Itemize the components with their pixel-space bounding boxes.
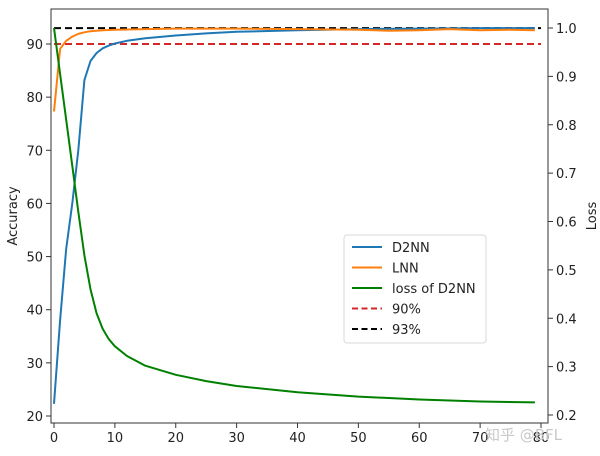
series-line-d2nn [53,27,535,404]
y-axis-left-label: Accuracy [6,186,21,246]
y-tick-label: 20 [26,410,43,425]
legend: D2NN LNN loss of D2NN 90% 93% [343,234,487,344]
x-axis-ticks: 0 10 20 30 40 50 60 70 80 [50,423,549,446]
x-tick-label: 50 [350,431,367,446]
y-axis-right-label: Loss [585,202,600,231]
y-right-tick-label: 0.4 [556,312,577,327]
y-tick-label: 70 [26,144,43,159]
y-right-tick-label: 0.5 [556,264,577,279]
series-line-lnn [53,27,535,112]
y-right-tick-label: 0.3 [556,361,577,376]
x-tick-label: 30 [228,431,245,446]
y-tick-label: 90 [26,38,43,53]
y-tick-label: 50 [26,251,43,266]
x-tick-label: 10 [107,431,124,446]
y-tick-label: 60 [26,197,43,212]
y-axis-left-ticks: 20 30 40 50 60 70 80 90 [26,38,51,425]
y-tick-label: 80 [26,91,43,106]
y-tick-label: 30 [26,357,43,372]
y-tick-label: 40 [26,304,43,319]
y-right-tick-label: 1.0 [556,22,577,37]
legend-item-label: 93% [392,323,421,338]
plot-lines [53,27,541,404]
watermark: 知乎 @BFL [485,426,563,444]
plot-frame [50,8,549,424]
x-tick-label: 80 [533,431,550,446]
series-line-loss-of-d2nn [53,27,535,404]
legend-item-label: LNN [392,262,419,277]
x-tick-label: 60 [411,431,428,446]
y-right-tick-label: 0.6 [556,216,577,231]
x-tick-label: 20 [167,431,184,446]
legend-item-label: 90% [392,303,421,318]
legend-item-label: loss of D2NN [392,282,476,297]
y-axis-right-ticks: 0.2 0.3 0.4 0.5 0.6 0.7 0.8 0.9 1.0 [548,22,577,424]
y-right-tick-label: 0.7 [556,167,577,182]
legend-box [343,234,487,344]
y-right-tick-label: 0.8 [556,119,577,134]
x-tick-label: 0 [50,431,58,446]
legend-item-label: D2NN [392,241,430,256]
x-tick-label: 40 [289,431,306,446]
x-tick-label: 70 [472,431,489,446]
y-right-tick-label: 0.9 [556,70,577,85]
y-right-tick-label: 0.2 [556,409,577,424]
